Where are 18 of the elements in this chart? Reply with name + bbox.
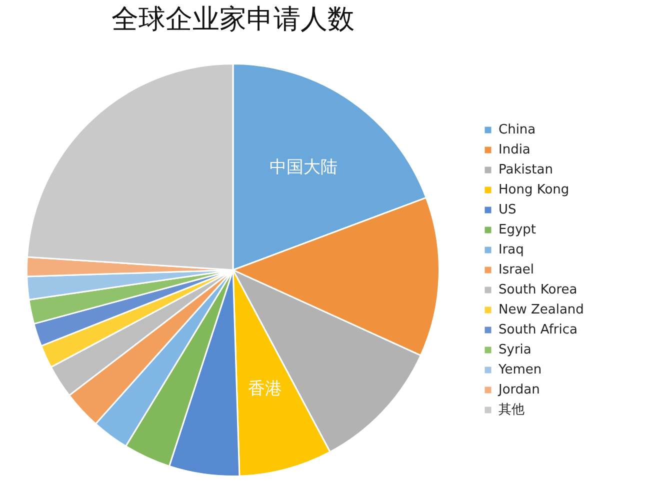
legend-label: Yemen (498, 362, 542, 378)
legend-label: Syria (498, 342, 532, 358)
legend-label: China (498, 122, 536, 138)
legend-label: New Zealand (498, 302, 584, 318)
chart-title: 全球企业家申请人数 (110, 3, 356, 37)
legend-label: Iraq (498, 242, 524, 258)
legend-label: Egypt (498, 222, 536, 238)
legend-label: Hong Kong (498, 182, 570, 198)
legend-label: Jordan (498, 382, 540, 398)
data-label: 中国大陆 (270, 158, 338, 178)
legend-label: Pakistan (498, 162, 553, 178)
legend-label: 其他 (498, 402, 524, 418)
legend-label: India (498, 142, 530, 158)
data-label: 香港 (248, 378, 282, 399)
legend-label: South Korea (498, 282, 578, 298)
legend-label: US (498, 202, 516, 218)
legend-label: Israel (498, 262, 534, 278)
legend-label: South Africa (498, 322, 578, 338)
